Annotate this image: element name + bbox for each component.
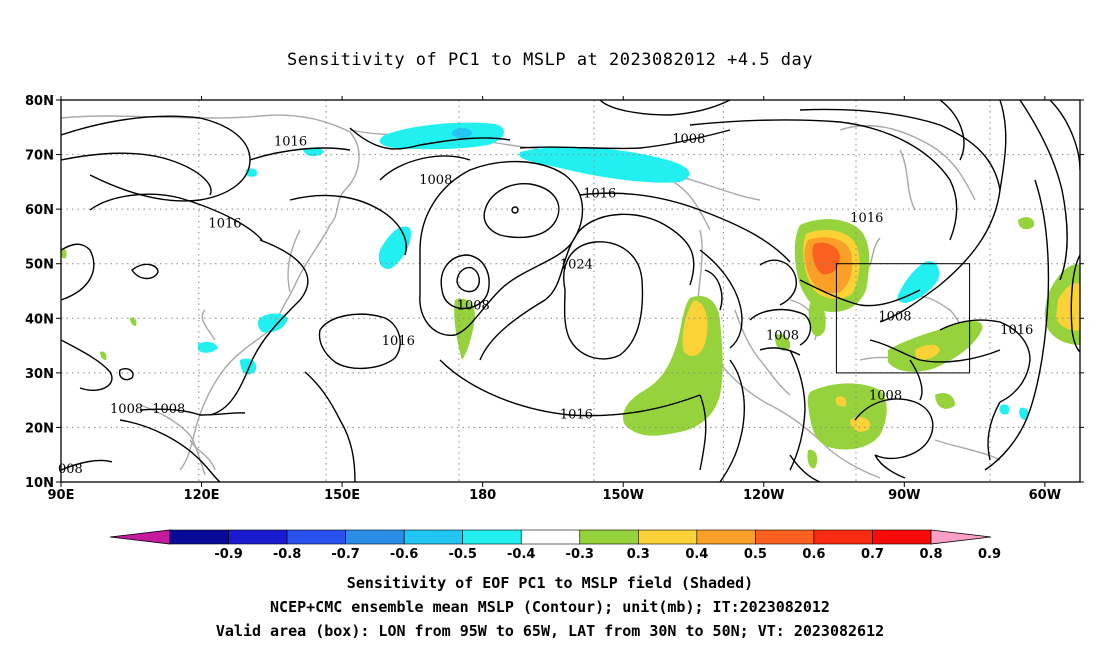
shade-pos-hudson xyxy=(1018,217,1035,230)
shade-neg-small1 xyxy=(303,147,324,157)
colorbar-swatch xyxy=(872,529,932,545)
colorbar-swatch xyxy=(403,529,463,545)
lat-label: 50N xyxy=(25,258,54,273)
shade-neg-small3 xyxy=(999,404,1010,415)
shade-neg-greatlakes xyxy=(897,261,940,303)
lat-label: 40N xyxy=(25,312,54,327)
shade-pos-caribbean-core xyxy=(850,417,871,432)
colorbar-swatch xyxy=(345,529,405,545)
colorbar-tick-label: -0.4 xyxy=(507,547,535,562)
colorbar-right-arrow xyxy=(930,529,992,545)
latitude-axis: 80N 70N 60N 50N 40N 30N 20N 10N xyxy=(25,94,1084,491)
map-frame xyxy=(60,99,1081,483)
shade-pos-caribbean-south xyxy=(807,449,818,469)
shade-pos-small2 xyxy=(130,317,137,326)
shade-pos-small3 xyxy=(100,351,107,360)
lat-label: 70N xyxy=(25,149,54,164)
colorbar-tick-label: -0.6 xyxy=(390,547,418,562)
colorbar-swatch xyxy=(755,529,815,545)
lat-label: 30N xyxy=(25,367,54,382)
colorbar-tick-label: 0.9 xyxy=(978,547,1001,562)
shade-pos-south-stem xyxy=(808,299,826,337)
colorbar-tick-label: 0.6 xyxy=(802,547,825,562)
caption-line-2: NCEP+CMC ensemble mean MSLP (Contour); u… xyxy=(270,598,830,616)
shade-pos-caribbean xyxy=(807,383,887,450)
lat-label: 20N xyxy=(25,421,54,436)
contour-labels: 1016 1008 1008 1016 1016 1016 1024 1008 1008 1016… xyxy=(58,132,1033,477)
lon-label: 120W xyxy=(743,488,784,503)
caption-line-3: Valid area (box): LON from 95W to 65W, L… xyxy=(215,622,885,640)
shade-neg-taiwan xyxy=(198,341,218,353)
shade-neg-small4 xyxy=(1019,407,1029,420)
lon-label: 120E xyxy=(184,488,220,503)
colorbar-tick-label: 0.5 xyxy=(744,547,767,562)
colorbar-swatch xyxy=(286,529,346,545)
lon-label: 90W xyxy=(888,488,920,503)
contour-label: 1008 xyxy=(419,173,452,188)
lon-label: 60W xyxy=(1029,488,1061,503)
shade-neg-arctic xyxy=(379,122,504,150)
lon-label: 180 xyxy=(469,488,496,503)
shade-pos-caribbean-east xyxy=(935,393,955,409)
contour-label: 1024 xyxy=(560,257,593,272)
colorbar-tick-label: -0.8 xyxy=(273,547,301,562)
contour-label: 1016 xyxy=(583,187,616,202)
shade-pos-small1 xyxy=(61,248,67,259)
valid-area-box xyxy=(835,263,971,374)
contour-label: 008 xyxy=(58,462,83,477)
colorbar-swatch xyxy=(228,529,288,545)
colorbar-tick-label: -0.7 xyxy=(331,547,359,562)
colorbar-swatch xyxy=(462,529,522,545)
lon-label: 150W xyxy=(602,488,643,503)
lat-label: 60N xyxy=(25,203,54,218)
longitude-axis: 90E 120E 150E 180 150W 120W 90W 60W xyxy=(48,96,1061,503)
contour-label: 1016 xyxy=(382,334,415,349)
shade-pos-atlantic-core xyxy=(915,344,940,360)
colorbar-tick-label: 0.4 xyxy=(685,547,708,562)
shade-pos-canada-core xyxy=(812,242,840,275)
contour-label: 1008 xyxy=(457,298,490,313)
contour-label: 1016 xyxy=(1000,323,1033,338)
colorbar-tick-label: 0.8 xyxy=(919,547,942,562)
colorbar-tick-label: -0.9 xyxy=(214,547,242,562)
contour-label: 1008 xyxy=(672,132,705,147)
contour-label: 1008 xyxy=(878,309,911,324)
shade-neg-arctic-core xyxy=(452,128,472,138)
shade-pos-gulf xyxy=(774,334,791,351)
colorbar-tick-label: -0.5 xyxy=(448,547,476,562)
colorbar-swatch xyxy=(638,529,698,545)
shade-neg-okhotsk xyxy=(378,226,411,269)
contour-label: 1016 xyxy=(850,211,883,226)
shade-pos-mexico-pacific xyxy=(622,296,723,436)
contour-label: 1008 xyxy=(869,388,902,403)
colorbar: -0.9 -0.8 -0.7 -0.6 -0.5 -0.4 -0.3 0.3 0.4 0.5 0.6… xyxy=(109,529,1001,562)
lat-label: 10N xyxy=(25,476,54,491)
contour-label: 1008 xyxy=(766,328,799,343)
contour-label: 1008 xyxy=(110,402,143,417)
colorbar-swatch xyxy=(813,529,873,545)
colorbar-tick-label: 0.7 xyxy=(861,547,884,562)
colorbar-tick-label: -0.3 xyxy=(566,547,594,562)
sensitivity-shading xyxy=(61,122,1080,469)
colorbar-tick-label: 0.3 xyxy=(627,547,650,562)
contour-label: 1016 xyxy=(274,135,307,150)
colorbar-swatch xyxy=(696,529,756,545)
shade-pos-mexico-core xyxy=(682,300,708,356)
colorbar-left-arrow xyxy=(109,529,171,545)
shade-pos-caribbean-core2 xyxy=(835,396,847,407)
contour-label: 1008 xyxy=(152,402,185,417)
shade-neg-small2 xyxy=(240,358,257,375)
lat-label: 80N xyxy=(25,94,54,109)
colorbar-swatch xyxy=(169,529,229,545)
map-title: Sensitivity of PC1 to MSLP at 2023082012… xyxy=(286,50,813,70)
contour-label: 1016 xyxy=(560,408,593,423)
lon-label: 90E xyxy=(48,488,75,503)
colorbar-swatch xyxy=(520,529,581,545)
colorbar-swatch xyxy=(579,529,639,545)
contour-label: 1016 xyxy=(208,217,241,232)
lon-label: 150E xyxy=(324,488,360,503)
shade-neg-alaska-north xyxy=(519,146,690,183)
caption-line-1: Sensitivity of EOF PC1 to MSLP field (Sh… xyxy=(346,574,754,592)
